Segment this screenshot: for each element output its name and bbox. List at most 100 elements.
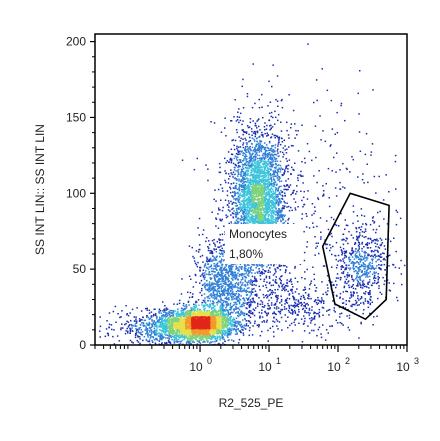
event-dot — [368, 287, 370, 289]
event-dot — [270, 183, 272, 186]
event-dot — [333, 307, 335, 309]
event-dot — [232, 212, 235, 215]
event-dot — [354, 269, 357, 272]
event-dot — [277, 145, 279, 147]
event-dot — [342, 233, 344, 236]
event-dot — [280, 99, 283, 102]
event-dot — [302, 289, 305, 291]
event-dot — [255, 145, 258, 148]
event-dot — [300, 304, 303, 307]
event-dot — [279, 151, 282, 153]
event-dot — [248, 146, 251, 149]
event-dot — [312, 222, 314, 224]
event-dot — [247, 126, 250, 129]
event-dot — [223, 259, 225, 261]
event-dot — [350, 262, 353, 264]
event-dot — [401, 283, 403, 286]
event-dot — [224, 127, 226, 129]
event-dot — [243, 211, 245, 214]
event-dot — [241, 311, 243, 313]
event-dot — [232, 176, 234, 178]
event-dot — [261, 106, 263, 108]
event-dot — [204, 341, 206, 343]
event-dot — [234, 177, 237, 179]
event-dot — [264, 151, 267, 153]
event-dot — [196, 340, 199, 342]
event-dot — [191, 341, 194, 343]
event-dot — [275, 184, 278, 186]
event-dot — [330, 144, 332, 146]
event-dot — [215, 280, 217, 283]
event-dot — [280, 213, 282, 215]
event-dot — [367, 272, 370, 275]
event-dot — [268, 277, 271, 279]
event-dot — [368, 254, 370, 256]
event-dot — [335, 277, 338, 279]
event-dot — [359, 261, 362, 263]
event-dot — [242, 329, 244, 331]
event-dot — [241, 276, 244, 279]
event-dot — [190, 309, 193, 311]
event-dot — [279, 278, 281, 281]
event-dot — [155, 326, 158, 328]
event-dot — [279, 143, 282, 146]
event-dot — [275, 116, 277, 119]
event-dot — [379, 267, 382, 270]
event-dot — [353, 292, 355, 294]
event-dot — [242, 213, 245, 216]
event-dot — [270, 161, 273, 164]
event-dot — [317, 302, 320, 304]
event-dot — [285, 285, 287, 287]
event-dot — [358, 227, 360, 229]
event-dot — [237, 146, 240, 148]
event-dot — [215, 269, 218, 271]
event-dot — [245, 320, 247, 322]
event-dot — [238, 180, 240, 182]
event-dot — [248, 160, 251, 162]
event-dot — [248, 320, 251, 323]
event-dot — [230, 287, 232, 290]
event-dot — [207, 273, 210, 276]
event-dot — [250, 293, 253, 296]
event-dot — [314, 236, 316, 238]
event-dot — [160, 322, 163, 325]
event-dot — [129, 324, 131, 326]
event-dot — [169, 342, 172, 345]
event-dot — [201, 301, 203, 304]
event-dot — [342, 271, 345, 273]
event-dot — [360, 286, 362, 289]
event-dot — [392, 263, 394, 266]
event-dot — [226, 305, 228, 307]
event-dot — [166, 308, 169, 310]
event-dot — [276, 266, 278, 269]
event-dot — [275, 166, 277, 168]
event-dot — [257, 272, 259, 274]
event-dot — [243, 275, 246, 278]
event-dot — [227, 339, 229, 342]
event-dot — [263, 320, 265, 322]
event-dot — [187, 300, 190, 303]
event-dot — [239, 180, 242, 183]
event-dot — [218, 162, 221, 165]
event-dot — [218, 281, 220, 283]
event-dot — [373, 282, 376, 284]
event-dot — [352, 250, 354, 252]
event-dot — [212, 300, 214, 303]
event-dot — [305, 213, 307, 215]
event-dot — [355, 227, 358, 230]
event-dot — [350, 305, 352, 307]
event-dot — [270, 182, 272, 184]
event-dot — [235, 290, 238, 293]
event-dot — [374, 242, 376, 244]
event-dot — [201, 284, 204, 286]
event-dot — [134, 334, 137, 337]
event-dot — [290, 304, 292, 307]
event-dot — [203, 277, 206, 279]
event-dot — [331, 253, 333, 256]
event-dot — [135, 318, 137, 320]
event-dot — [218, 299, 220, 302]
event-dot — [351, 305, 353, 308]
event-dot — [217, 213, 219, 215]
event-dot — [290, 288, 293, 291]
event-dot — [245, 169, 248, 171]
